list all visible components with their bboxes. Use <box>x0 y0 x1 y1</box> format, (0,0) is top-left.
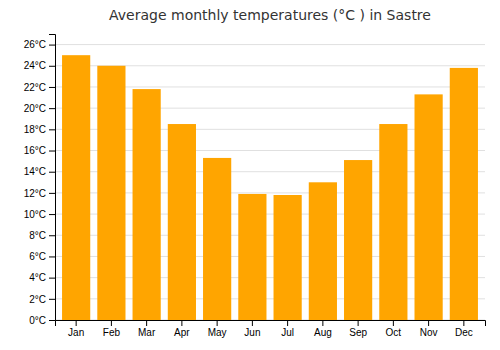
y-tick-mark <box>49 45 55 46</box>
bar <box>344 160 372 320</box>
bar <box>203 158 231 320</box>
x-tick-label: Sep <box>349 327 367 338</box>
y-tick-mark <box>49 193 55 194</box>
y-tick: 6°C <box>29 251 55 262</box>
y-tick-label: 16°C <box>24 145 46 156</box>
bar <box>62 55 90 320</box>
y-tick-mark <box>49 256 55 257</box>
y-tick-label: 26°C <box>24 39 46 50</box>
x-tick: Jul <box>281 320 294 338</box>
x-tick-mark <box>146 320 147 326</box>
x-tick-label: Oct <box>386 327 402 338</box>
y-tick: 20°C <box>24 103 55 114</box>
y-tick: 0°C <box>29 315 55 326</box>
y-tick-label: 18°C <box>24 124 46 135</box>
x-tick-label: Mar <box>138 327 156 338</box>
x-tick: Feb <box>103 320 121 338</box>
x-tick: Dec <box>455 320 473 338</box>
bar <box>238 194 266 320</box>
bar <box>309 182 337 320</box>
x-tick-mark <box>287 320 288 326</box>
y-tick-label: 24°C <box>24 60 46 71</box>
x-tick: Apr <box>174 320 190 338</box>
x-tick: Mar <box>138 320 156 338</box>
y-tick: 4°C <box>29 272 55 283</box>
x-tick-mark <box>393 320 394 326</box>
y-tick-mark <box>49 299 55 300</box>
y-tick: 2°C <box>29 294 55 305</box>
x-tick-mark <box>111 320 112 326</box>
x-tick-label: Nov <box>420 327 438 338</box>
y-tick: 8°C <box>29 230 55 241</box>
bar <box>133 89 161 320</box>
x-tick: May <box>208 320 227 338</box>
x-tick-mark <box>181 320 182 326</box>
y-tick: 26°C <box>24 39 55 50</box>
y-tick-mark <box>49 320 55 321</box>
y-tick-label: 2°C <box>29 294 46 305</box>
y-tick-label: 20°C <box>24 103 46 114</box>
y-tick: 24°C <box>24 60 55 71</box>
x-tick-label: Jan <box>68 327 84 338</box>
x-tick: Nov <box>420 320 438 338</box>
y-axis: 0°C 2°C 4°C 6°C 8°C 10°C 12°C 14°C 16°C 18°C 20°C 2… <box>24 35 56 326</box>
y-tick-mark <box>49 235 55 236</box>
y-tick-mark <box>49 87 55 88</box>
x-tick: Oct <box>386 320 402 338</box>
y-tick: 16°C <box>24 145 55 156</box>
x-tick: Jan <box>68 320 84 338</box>
x-tick-label: Dec <box>455 327 473 338</box>
y-tick-label: 22°C <box>24 82 46 93</box>
y-tick: 10°C <box>24 209 55 220</box>
grid <box>55 45 485 320</box>
y-tick-label: 12°C <box>24 188 46 199</box>
x-tick: Jun <box>244 320 260 338</box>
x-tick-mark <box>358 320 359 326</box>
x-tick-mark <box>322 320 323 326</box>
x-tick-label: Apr <box>174 327 190 338</box>
x-axis: Jan Feb Mar Apr May Jun Jul Aug Sep Oct Nov Dec <box>56 320 486 338</box>
x-tick-label: Jul <box>281 327 294 338</box>
y-tick: 22°C <box>24 82 55 93</box>
chart: 0°C 2°C 4°C 6°C 8°C 10°C 12°C 14°C 16°C 18°C 20°C 2… <box>0 0 500 350</box>
y-tick-mark <box>49 172 55 173</box>
x-tick-mark <box>463 320 464 326</box>
x-tick-mark <box>252 320 253 326</box>
y-axis-line <box>49 35 56 321</box>
plot-area <box>62 55 478 320</box>
x-tick: Sep <box>349 320 367 338</box>
x-tick-mark <box>217 320 218 326</box>
bar <box>274 195 302 320</box>
y-tick-label: 6°C <box>29 251 46 262</box>
x-axis-line <box>56 321 486 327</box>
y-tick-mark <box>49 66 55 67</box>
y-tick-label: 4°C <box>29 272 46 283</box>
bar <box>97 66 125 320</box>
x-tick: Aug <box>314 320 332 338</box>
y-tick-mark <box>49 129 55 130</box>
y-tick-mark <box>49 108 55 109</box>
y-tick-label: 14°C <box>24 166 46 177</box>
x-tick-mark <box>428 320 429 326</box>
bar <box>168 124 196 320</box>
y-tick-label: 0°C <box>29 315 46 326</box>
y-tick-mark <box>49 151 55 152</box>
bar <box>450 68 478 320</box>
x-tick-label: Aug <box>314 327 332 338</box>
y-tick-label: 10°C <box>24 209 46 220</box>
x-tick-label: Feb <box>103 327 121 338</box>
y-tick: 12°C <box>24 188 55 199</box>
x-tick-label: May <box>208 327 227 338</box>
y-tick: 14°C <box>24 166 55 177</box>
bar <box>415 94 443 320</box>
y-tick-label: 8°C <box>29 230 46 241</box>
y-tick-mark <box>49 278 55 279</box>
bar <box>379 124 407 320</box>
x-tick-mark <box>76 320 77 326</box>
title: Average monthly temperatures (°C ) in Sa… <box>109 7 431 23</box>
y-tick-mark <box>49 214 55 215</box>
x-tick-label: Jun <box>244 327 260 338</box>
y-tick: 18°C <box>24 124 55 135</box>
grid-line <box>55 44 485 45</box>
